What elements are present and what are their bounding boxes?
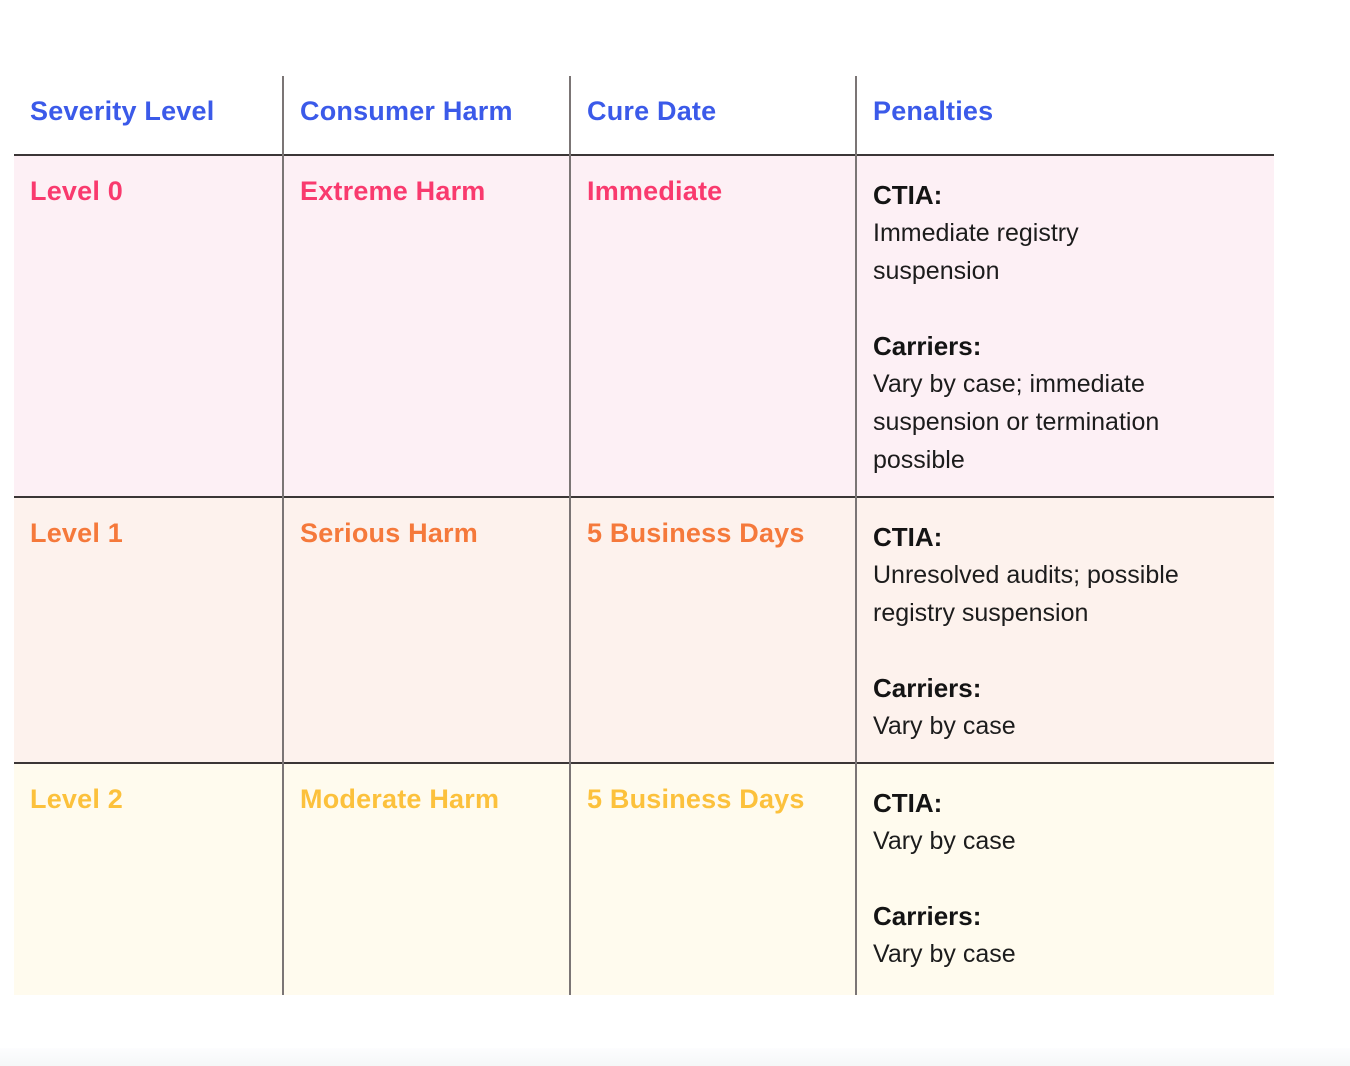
penalty-group-ctia: CTIA: Vary by case [873,784,1258,860]
severity-label: Level 0 [30,176,123,206]
severity-label: Level 1 [30,518,123,548]
penalty-heading: Carriers: [873,331,982,361]
penalty-heading: Carriers: [873,673,982,703]
table-row-level-2: Level 2 Moderate Harm 5 Business Days CT… [14,762,1274,995]
harm-label: Extreme Harm [300,176,486,206]
penalty-heading: CTIA: [873,180,943,210]
cell-consumer-harm: Extreme Harm [282,154,570,497]
severity-table-container: Severity Level Consumer Harm Cure Date P… [14,76,1274,995]
severity-table: Severity Level Consumer Harm Cure Date P… [14,76,1274,995]
cell-severity: Level 1 [14,496,283,763]
header-consumer-harm: Consumer Harm [282,76,570,155]
severity-label: Level 2 [30,784,123,814]
cell-severity: Level 2 [14,762,283,995]
cell-penalties: CTIA: Vary by case Carriers: Vary by cas… [855,762,1274,995]
cell-cure-date: 5 Business Days [569,762,856,995]
penalty-body: Vary by case; immediate suspension or te… [873,370,1160,474]
cell-consumer-harm: Moderate Harm [282,762,570,995]
harm-label: Serious Harm [300,518,478,548]
penalty-group-carriers: Carriers: Vary by case [873,669,1258,745]
cure-date-label: 5 Business Days [587,518,805,548]
penalty-body: Immediate registry suspension [873,219,1079,285]
cell-cure-date: 5 Business Days [569,496,856,763]
window-bottom-edge [0,1048,1350,1066]
penalty-heading: CTIA: [873,788,943,818]
table-row-level-0: Level 0 Extreme Harm Immediate CTIA: Imm… [14,154,1274,497]
penalty-group-ctia: CTIA: Unresolved audits; possible regist… [873,518,1258,632]
penalty-heading: CTIA: [873,522,943,552]
header-cure-date: Cure Date [569,76,856,155]
penalty-group-carriers: Carriers: Vary by case [873,897,1258,973]
penalty-heading: Carriers: [873,901,982,931]
cell-consumer-harm: Serious Harm [282,496,570,763]
harm-label: Moderate Harm [300,784,500,814]
cell-severity: Level 0 [14,154,283,497]
penalty-body: Vary by case [873,940,1016,968]
cell-penalties: CTIA: Unresolved audits; possible regist… [855,496,1274,763]
penalty-body: Unresolved audits; possible registry sus… [873,561,1179,627]
header-row: Severity Level Consumer Harm Cure Date P… [14,76,1274,155]
penalty-body: Vary by case [873,827,1016,855]
cell-cure-date: Immediate [569,154,856,497]
penalty-group-carriers: Carriers: Vary by case; immediate suspen… [873,327,1258,479]
cure-date-label: Immediate [587,176,723,206]
table-row-level-1: Level 1 Serious Harm 5 Business Days CTI… [14,496,1274,763]
cure-date-label: 5 Business Days [587,784,805,814]
penalty-group-ctia: CTIA: Immediate registry suspension [873,176,1258,290]
penalty-body: Vary by case [873,712,1016,740]
header-penalties: Penalties [855,76,1274,155]
cell-penalties: CTIA: Immediate registry suspension Carr… [855,154,1274,497]
header-severity-level: Severity Level [14,76,283,155]
